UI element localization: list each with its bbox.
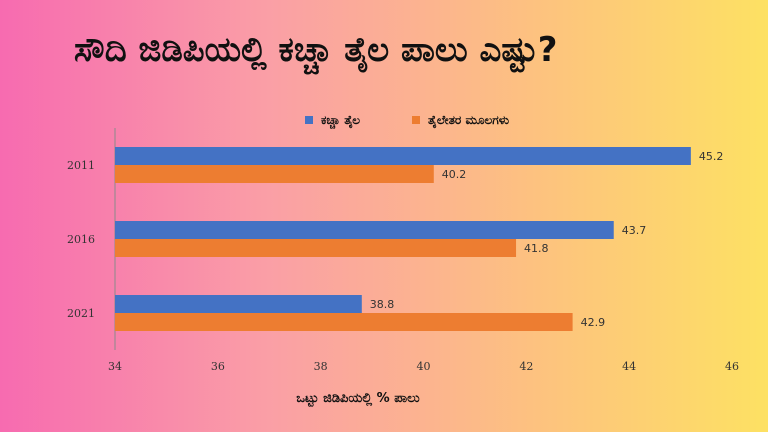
legend-label: ಕಚ್ಚಾ ತೈಲ (321, 113, 360, 130)
bar-2016-series-2 (115, 239, 517, 257)
x-tick-label: 44 (622, 360, 636, 373)
data-label: 38.8 (370, 298, 395, 311)
bar-2021-series-1 (115, 295, 362, 313)
bar-2021-series-2 (115, 313, 573, 331)
data-label: 45.2 (699, 150, 724, 163)
legend-swatch (412, 116, 420, 124)
bar-2016-series-1 (115, 221, 614, 239)
bar-2011-series-2 (115, 165, 434, 183)
data-label: 40.2 (442, 168, 467, 181)
y-tick-label: 2016 (67, 233, 95, 246)
x-tick-label: 38 (314, 360, 328, 373)
y-tick-label: 2011 (67, 159, 95, 172)
legend: ಕಚ್ಚಾ ತೈಲ ತೈಲೇತರ ಮೂಲಗಳು (305, 113, 509, 130)
x-axis-title: ಒಟ್ಟು ಜಿಡಿಪಿಯಲ್ಲಿ % ಪಾಲು (296, 391, 419, 407)
y-tick-label: 2021 (67, 307, 95, 320)
data-label: 42.9 (581, 316, 606, 329)
x-tick-label: 36 (211, 360, 225, 373)
bar-2011-series-1 (115, 147, 691, 165)
x-tick-label: 34 (108, 360, 122, 373)
y-axis: 2011 2016 2021 (67, 128, 116, 350)
legend-swatch (305, 116, 313, 124)
chart-title: ಸೌದಿ ಜಿಡಿಪಿಯಲ್ಲಿ ಕಚ್ಚಾ ತೈಲ ಪಾಲು ಎಷ್ಟು? (74, 30, 558, 70)
bars: 45.2 40.2 43.7 41.8 38.8 42.9 (115, 147, 723, 331)
legend-label: ತೈಲೇತರ ಮೂಲಗಳು (428, 113, 509, 129)
x-axis-ticks: 34 36 38 40 42 44 46 (108, 360, 739, 373)
x-tick-label: 46 (725, 360, 739, 373)
x-tick-label: 40 (417, 360, 431, 373)
data-label: 43.7 (622, 224, 647, 237)
x-tick-label: 42 (519, 360, 533, 373)
data-label: 41.8 (524, 242, 549, 255)
